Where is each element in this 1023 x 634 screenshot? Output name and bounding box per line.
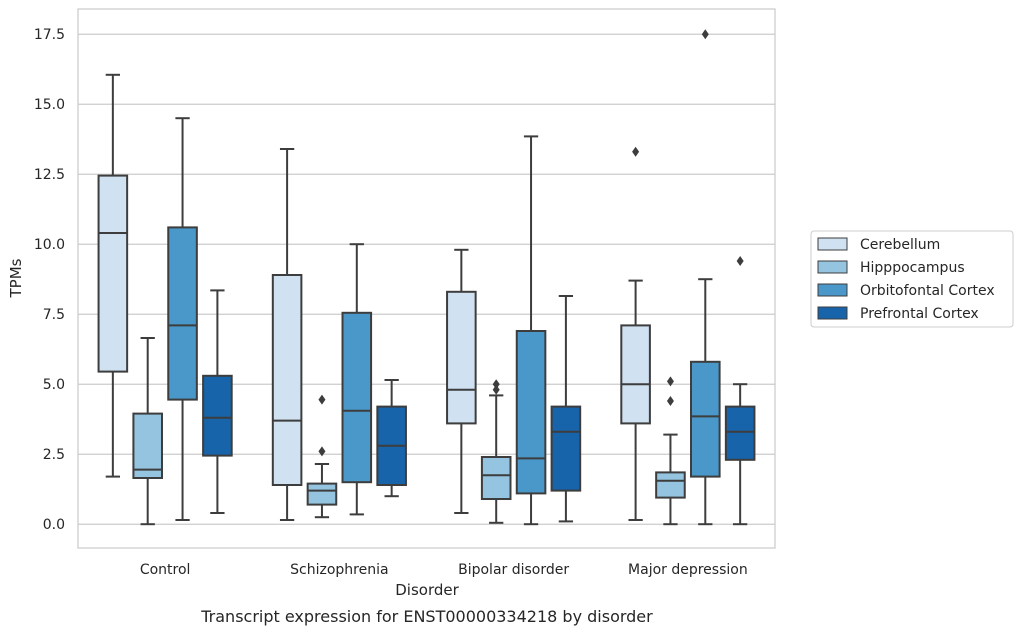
legend-label: Prefrontal Cortex (860, 306, 979, 322)
box-body (550, 405, 582, 492)
box-hipppocampus-major-depression (655, 376, 686, 526)
legend-swatch (817, 237, 848, 251)
box-prefrontal-cortex-control (202, 289, 233, 514)
y-tick-label: 7.5 (43, 307, 65, 323)
box-hipppocampus-control (132, 337, 163, 526)
legend-swatch (817, 306, 848, 320)
box-prefrontal-cortex-schizophrenia (376, 379, 407, 498)
y-tick-label: 2.5 (43, 447, 65, 463)
outlier-point (318, 394, 326, 405)
legend-frame (810, 230, 1014, 328)
box-body (515, 330, 547, 495)
box-orbitofontal-cortex-schizophrenia (341, 243, 373, 516)
box-body (167, 226, 198, 401)
legend-swatch (817, 283, 848, 297)
box-hipppocampus-bipolar-disorder (480, 379, 512, 524)
box-body (341, 311, 373, 484)
box-orbitofontal-cortex-major-depression (690, 29, 721, 526)
box-cerebellum-bipolar-disorder (446, 248, 477, 514)
x-tick-label: Bipolar disorder (458, 562, 569, 578)
box-body (724, 405, 756, 461)
y-tick-label: 17.5 (34, 27, 65, 43)
box-cerebellum-schizophrenia (271, 148, 303, 521)
box-cerebellum-major-depression (620, 146, 651, 521)
x-tick-label: Schizophrenia (290, 562, 388, 578)
box-body (655, 471, 686, 499)
y-tick-label: 5.0 (43, 377, 65, 393)
outlier-point (701, 29, 709, 40)
box-body (620, 324, 651, 425)
y-tick-label: 10.0 (34, 237, 65, 253)
box-prefrontal-cortex-major-depression (724, 256, 756, 526)
legend-label: Hipppocampus (860, 260, 965, 276)
outlier-point (736, 256, 744, 266)
box-prefrontal-cortex-bipolar-disorder (550, 295, 582, 523)
legend-label: Orbitofontal Cortex (860, 283, 995, 299)
y-tick-label: 0.0 (43, 517, 65, 533)
x-axis-label: Disorder (395, 581, 459, 599)
box-body (132, 412, 163, 480)
y-tick-labels: 0.0 2.5 5.0 7.5 10.0 12.5 15.0 17.5 (34, 27, 65, 533)
outlier-point (632, 146, 640, 157)
box-orbitofontal-cortex-control (167, 117, 198, 521)
outlier-point (492, 384, 500, 395)
outlier-point (492, 379, 500, 390)
chart-caption: Transcript expression for ENST0000033421… (200, 607, 653, 626)
y-axis-label: TPMs (7, 258, 25, 298)
box-plots (97, 29, 756, 526)
box-hipppocampus-schizophrenia (306, 394, 338, 519)
box-body (306, 482, 338, 506)
box-body (480, 456, 512, 500)
outlier-point (666, 376, 674, 387)
box-orbitofontal-cortex-bipolar-disorder (515, 135, 547, 526)
x-tick-labels: Control Schizophrenia Bipolar disorder Majo… (140, 562, 748, 578)
box-body (271, 274, 303, 486)
legend-label: Cerebellum (860, 237, 940, 253)
box-body (446, 290, 477, 425)
x-tick-label: Control (140, 562, 191, 578)
x-tick-label: Major depression (628, 562, 748, 578)
y-tick-label: 12.5 (34, 167, 65, 183)
box-body (690, 360, 721, 478)
y-tick-label: 15.0 (34, 97, 65, 113)
legend-swatch (817, 260, 848, 274)
legend: Cerebellum Hipppocampus Orbitofontal Corte… (810, 230, 1014, 328)
box-body (97, 174, 129, 373)
outlier-point (666, 396, 674, 406)
box-cerebellum-control (97, 73, 129, 478)
outlier-point (318, 446, 326, 457)
plot-area-frame (77, 8, 776, 549)
box-body (202, 374, 233, 457)
